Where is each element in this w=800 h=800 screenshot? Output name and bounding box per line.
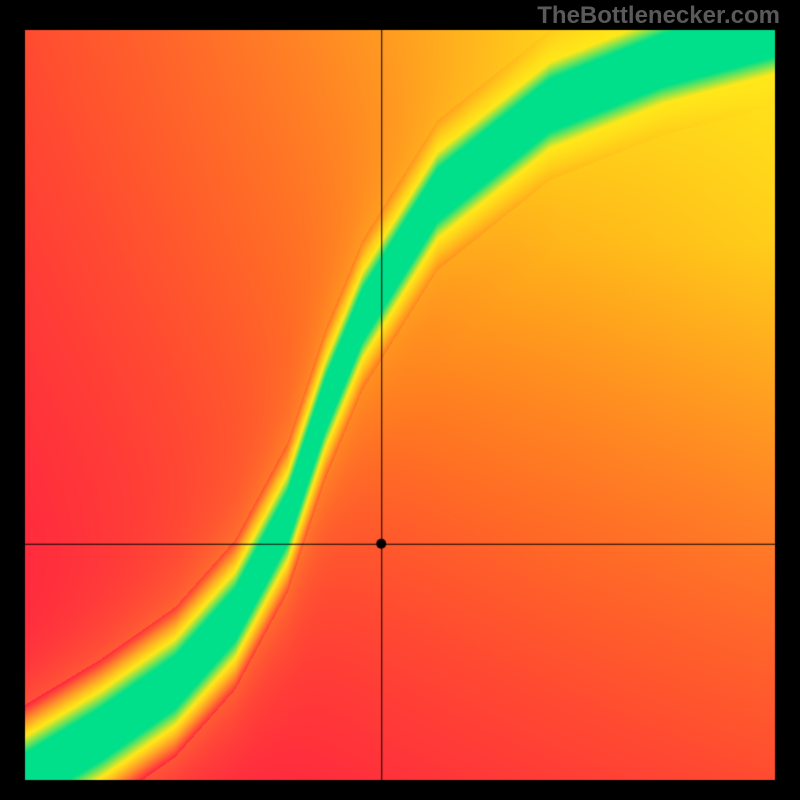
bottleneck-heatmap bbox=[0, 0, 800, 800]
chart-container: TheBottlenecker.com bbox=[0, 0, 800, 800]
watermark-text: TheBottlenecker.com bbox=[537, 2, 780, 30]
